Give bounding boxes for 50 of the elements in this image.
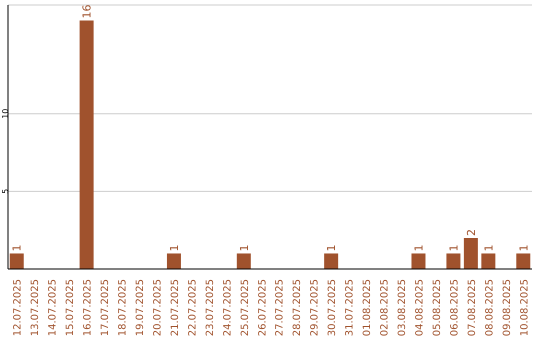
x-tick-label: 21.07.2025 bbox=[170, 279, 181, 336]
bar bbox=[411, 253, 426, 269]
x-tick-label: 17.07.2025 bbox=[100, 279, 112, 336]
x-tick-label: 13.07.2025 bbox=[30, 279, 42, 336]
bar bbox=[80, 20, 94, 269]
x-tick-label: 24.07.2025 bbox=[222, 279, 234, 336]
data-label: 1 bbox=[10, 244, 24, 252]
x-tick-label: 28.07.2025 bbox=[292, 279, 304, 336]
x-tick-label: 02.08.2025 bbox=[380, 279, 391, 336]
data-label: 2 bbox=[464, 228, 478, 236]
x-tick-label: 25.07.2025 bbox=[240, 279, 251, 336]
bar bbox=[324, 253, 338, 269]
x-tick-label: 12.07.2025 bbox=[12, 279, 24, 336]
x-tick-label: 07.08.2025 bbox=[466, 279, 478, 336]
bar bbox=[10, 253, 24, 269]
x-tick-label: 27.07.2025 bbox=[274, 279, 286, 336]
data-label: 1 bbox=[168, 244, 181, 252]
data-label: 1 bbox=[517, 244, 530, 252]
bar bbox=[464, 238, 478, 269]
x-tick-label: 26.07.2025 bbox=[257, 279, 268, 336]
x-tick-label: 08.08.2025 bbox=[484, 279, 496, 336]
bar bbox=[166, 253, 181, 269]
data-label: 1 bbox=[325, 244, 338, 252]
x-tick-label: 01.08.2025 bbox=[362, 279, 374, 336]
data-label: 16 bbox=[80, 4, 94, 19]
x-tick-label: 29.07.2025 bbox=[310, 279, 321, 336]
x-tick-label: 10.08.2025 bbox=[519, 279, 530, 336]
x-tick-label: 04.08.2025 bbox=[414, 279, 426, 336]
x-tick-label: 20.07.2025 bbox=[152, 279, 164, 336]
x-tick-label: 30.07.2025 bbox=[327, 279, 338, 336]
x-tick-label: 19.07.2025 bbox=[135, 279, 146, 336]
x-tick-label: 15.07.2025 bbox=[65, 279, 76, 336]
data-label: 1 bbox=[447, 244, 460, 252]
x-tick-label: 18.07.2025 bbox=[118, 279, 129, 336]
bar bbox=[236, 253, 251, 269]
x-tick-label: 23.07.2025 bbox=[204, 279, 216, 336]
data-label: 1 bbox=[238, 244, 251, 252]
x-tick-label: 22.07.2025 bbox=[187, 279, 198, 336]
x-tick-label: 14.07.2025 bbox=[48, 279, 59, 336]
bar bbox=[516, 253, 530, 269]
data-label: 1 bbox=[412, 244, 426, 252]
x-tick-label: 09.08.2025 bbox=[502, 279, 513, 336]
x-tick-label: 06.08.2025 bbox=[449, 279, 460, 336]
data-label: 1 bbox=[482, 244, 496, 252]
bar bbox=[481, 253, 496, 269]
x-tick-label: 03.08.2025 bbox=[397, 279, 408, 336]
x-tick-label: 31.07.2025 bbox=[344, 279, 356, 336]
x-tick-label: 16.07.2025 bbox=[82, 279, 94, 336]
x-tick-label: 05.08.2025 bbox=[432, 279, 443, 336]
bar bbox=[446, 253, 460, 269]
